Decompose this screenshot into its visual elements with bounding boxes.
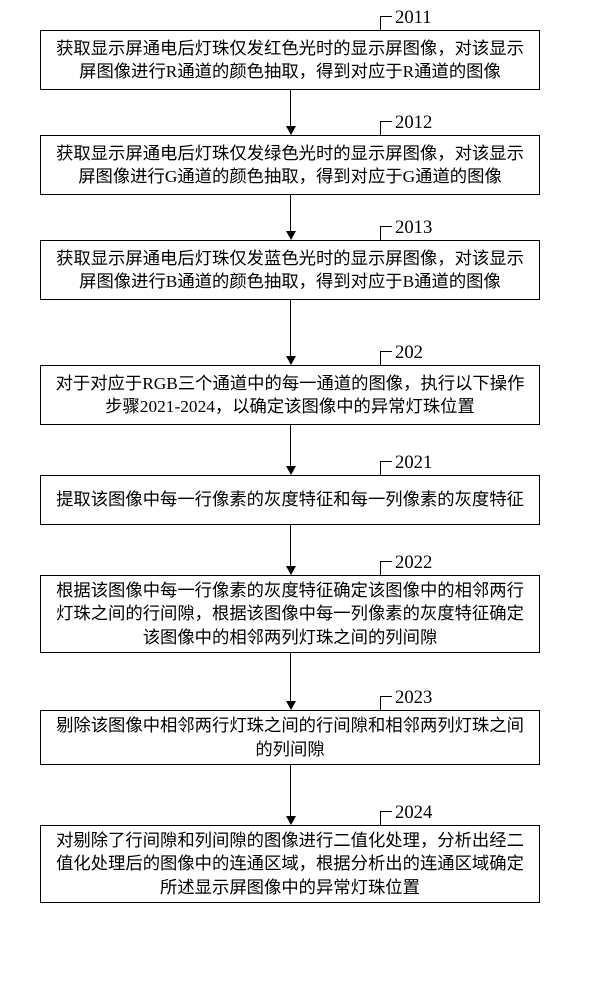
leader-line (380, 121, 381, 136)
arrow-line (290, 525, 291, 566)
flow-step-2024: 对剔除了行间隙和列间隙的图像进行二值化处理，分析出经二值化处理后的图像中的连通区… (40, 825, 540, 903)
arrow-head-icon (286, 356, 296, 365)
flow-step-2022: 根据该图像中每一行像素的灰度特征确定该图像中的相邻两行灯珠之间的行间隙，根据该图… (40, 575, 540, 653)
arrow-head-icon (286, 466, 296, 475)
step-label-2021: 2021 (395, 452, 432, 474)
leader-line (380, 16, 392, 17)
step-label-2011: 2011 (395, 7, 432, 29)
arrow-head-icon (286, 231, 296, 240)
flow-step-text: 对于对应于RGB三个通道中的每一通道的图像，执行以下操作步骤2021-2024，… (53, 372, 527, 419)
arrow-line (290, 765, 291, 816)
leader-line (380, 121, 392, 122)
leader-line (380, 561, 381, 576)
leader-line (380, 351, 392, 352)
leader-line (380, 696, 381, 711)
step-label-2024: 2024 (395, 802, 432, 824)
arrow-line (290, 425, 291, 466)
leader-line (380, 811, 381, 826)
flow-step-text: 获取显示屏通电后灯珠仅发绿色光时的显示屏图像，对该显示屏图像进行G通道的颜色抽取… (53, 142, 527, 189)
flow-step-2011: 获取显示屏通电后灯珠仅发红色光时的显示屏图像，对该显示屏图像进行R通道的颜色抽取… (40, 30, 540, 90)
leader-line (380, 226, 392, 227)
arrow-line (290, 90, 291, 126)
flow-step-202: 对于对应于RGB三个通道中的每一通道的图像，执行以下操作步骤2021-2024，… (40, 365, 540, 425)
leader-line (380, 351, 381, 366)
step-label-2013: 2013 (395, 217, 432, 239)
leader-line (380, 561, 392, 562)
step-label-2012: 2012 (395, 112, 432, 134)
flow-step-2023: 剔除该图像中相邻两行灯珠之间的行间隙和相邻两列灯珠之间的列间隙 (40, 710, 540, 765)
arrow-head-icon (286, 126, 296, 135)
step-label-2023: 2023 (395, 687, 432, 709)
arrow-head-icon (286, 701, 296, 710)
leader-line (380, 226, 381, 241)
step-label-2022: 2022 (395, 552, 432, 574)
flowchart-canvas: 获取显示屏通电后灯珠仅发红色光时的显示屏图像，对该显示屏图像进行R通道的颜色抽取… (0, 0, 600, 1000)
flow-step-text: 提取该图像中每一行像素的灰度特征和每一列像素的灰度特征 (56, 488, 524, 511)
flow-step-text: 剔除该图像中相邻两行灯珠之间的行间隙和相邻两列灯珠之间的列间隙 (53, 714, 527, 761)
flow-step-text: 对剔除了行间隙和列间隙的图像进行二值化处理，分析出经二值化处理后的图像中的连通区… (53, 829, 527, 899)
arrow-line (290, 195, 291, 231)
leader-line (380, 811, 392, 812)
leader-line (380, 461, 381, 476)
arrow-line (290, 653, 291, 701)
arrow-head-icon (286, 816, 296, 825)
arrow-line (290, 300, 291, 356)
flow-step-2013: 获取显示屏通电后灯珠仅发蓝色光时的显示屏图像，对该显示屏图像进行B通道的颜色抽取… (40, 240, 540, 300)
leader-line (380, 696, 392, 697)
flow-step-text: 根据该图像中每一行像素的灰度特征确定该图像中的相邻两行灯珠之间的行间隙，根据该图… (53, 579, 527, 649)
flow-step-2021: 提取该图像中每一行像素的灰度特征和每一列像素的灰度特征 (40, 475, 540, 525)
arrow-head-icon (286, 566, 296, 575)
flow-step-2012: 获取显示屏通电后灯珠仅发绿色光时的显示屏图像，对该显示屏图像进行G通道的颜色抽取… (40, 135, 540, 195)
leader-line (380, 461, 392, 462)
flow-step-text: 获取显示屏通电后灯珠仅发蓝色光时的显示屏图像，对该显示屏图像进行B通道的颜色抽取… (53, 247, 527, 294)
flow-step-text: 获取显示屏通电后灯珠仅发红色光时的显示屏图像，对该显示屏图像进行R通道的颜色抽取… (53, 37, 527, 84)
step-label-202: 202 (395, 342, 423, 364)
leader-line (380, 16, 381, 31)
